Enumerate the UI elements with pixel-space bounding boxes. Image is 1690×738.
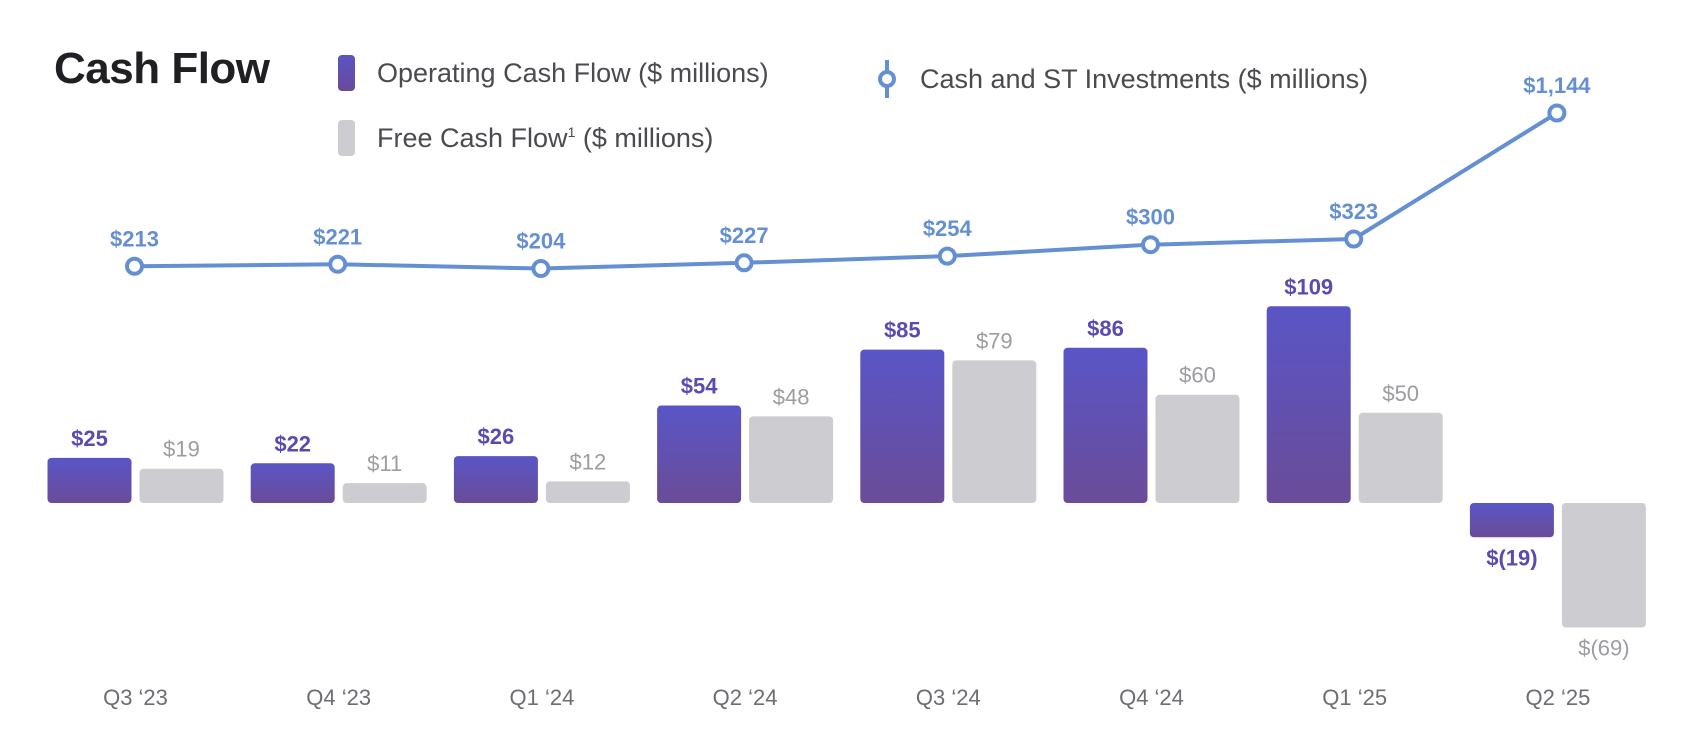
data-label-operating-cash-flow: $109 [1284, 274, 1333, 299]
legend-item-free-cash-flow: Free Cash Flow1 ($ millions) [338, 120, 713, 156]
bar-operating-cash-flow [1063, 347, 1148, 503]
legend-item-cash-st-investments: Cash and ST Investments ($ millions) [876, 58, 1368, 100]
point-cash-st-investments [531, 259, 551, 278]
data-label-free-cash-flow: $(69) [1578, 636, 1629, 661]
data-label-cash-st-investments: $227 [720, 223, 769, 248]
legend-item-operating-cash-flow: Operating Cash Flow ($ millions) [338, 55, 769, 91]
legend-swatch-free-cash-flow [338, 120, 355, 156]
line-marker-icon [878, 60, 896, 98]
point-cash-st-investments [1141, 235, 1160, 255]
x-tick-label: Q4 ‘23 [306, 685, 371, 710]
bar-operating-cash-flow [1469, 503, 1554, 538]
data-label-free-cash-flow: $79 [976, 328, 1013, 353]
x-tick-label: Q4 ‘24 [1119, 685, 1184, 710]
point-cash-st-investments [1547, 103, 1567, 123]
x-tick-label: Q3 ‘23 [103, 685, 168, 710]
data-label-operating-cash-flow: $85 [884, 318, 921, 343]
bar-free-cash-flow [1358, 412, 1443, 503]
point-cash-st-investments [734, 253, 754, 273]
bar-free-cash-flow [139, 468, 224, 503]
bar-operating-cash-flow [1266, 306, 1351, 503]
data-label-free-cash-flow: $11 [367, 451, 402, 476]
legend-label-operating-cash-flow: Operating Cash Flow ($ millions) [377, 57, 769, 88]
data-label-operating-cash-flow: $54 [681, 374, 718, 399]
line-cash-st-investments [134, 111, 1558, 271]
legend-label-free-cash-flow: Free Cash Flow1 ($ millions) [377, 122, 714, 153]
data-label-cash-st-investments: $254 [923, 216, 973, 241]
point-cash-st-investments [328, 254, 348, 274]
data-label-free-cash-flow: $19 [163, 437, 200, 462]
data-label-cash-st-investments: $1,144 [1523, 73, 1591, 98]
point-cash-st-investments [1344, 229, 1364, 249]
point-cash-st-investments [937, 246, 957, 266]
data-label-free-cash-flow: $48 [773, 384, 810, 409]
point-cash-st-investments [125, 256, 144, 276]
bar-operating-cash-flow [250, 463, 335, 503]
x-tick-label: Q2 ‘24 [713, 685, 778, 710]
legend-swatch-operating-cash-flow [338, 55, 355, 91]
footnote-marker: 1 [567, 123, 576, 140]
data-label-cash-st-investments: $300 [1126, 205, 1175, 230]
bar-free-cash-flow [749, 416, 834, 503]
x-tick-label: Q1 ‘24 [509, 685, 574, 710]
x-tick-label: Q2 ‘25 [1525, 685, 1590, 710]
data-label-operating-cash-flow: $22 [274, 431, 311, 456]
x-tick-label: Q3 ‘24 [916, 685, 981, 710]
legend-label-cash-st-investments: Cash and ST Investments ($ millions) [920, 63, 1369, 94]
data-label-operating-cash-flow: $86 [1087, 316, 1124, 341]
bar-operating-cash-flow [47, 457, 132, 503]
data-label-free-cash-flow: $12 [570, 449, 607, 474]
bar-free-cash-flow [952, 360, 1037, 503]
data-label-cash-st-investments: $323 [1329, 199, 1378, 224]
data-label-free-cash-flow: $60 [1179, 363, 1216, 388]
bar-operating-cash-flow [453, 456, 538, 503]
bar-free-cash-flow [342, 483, 427, 503]
data-label-cash-st-investments: $213 [110, 226, 159, 251]
bar-free-cash-flow [1561, 503, 1646, 628]
data-label-operating-cash-flow: $25 [71, 426, 108, 451]
data-label-operating-cash-flow: $26 [478, 424, 515, 449]
x-tick-label: Q1 ‘25 [1322, 685, 1387, 710]
chart-title: Cash Flow [54, 44, 270, 93]
bar-free-cash-flow [1155, 394, 1240, 503]
data-label-operating-cash-flow: $(19) [1486, 545, 1537, 570]
data-label-free-cash-flow: $50 [1382, 381, 1419, 406]
data-label-cash-st-investments: $221 [313, 224, 362, 249]
data-label-cash-st-investments: $204 [516, 229, 566, 254]
bar-operating-cash-flow [860, 349, 945, 503]
bar-free-cash-flow [545, 481, 630, 503]
bar-operating-cash-flow [657, 405, 742, 503]
